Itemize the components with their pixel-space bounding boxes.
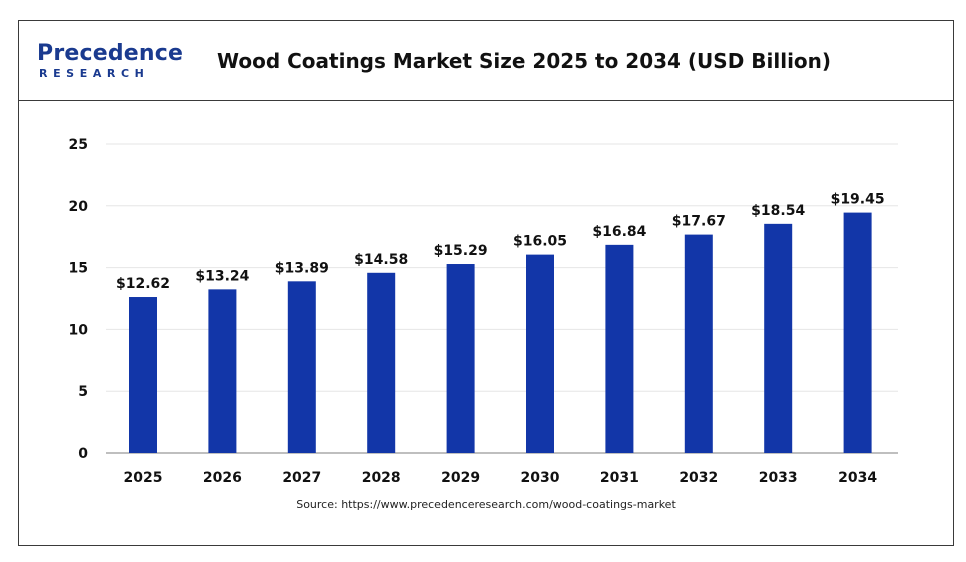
data-label: $13.89 xyxy=(275,260,329,276)
y-tick-label: 10 xyxy=(69,322,89,338)
y-tick-label: 15 xyxy=(69,261,88,277)
bar xyxy=(367,272,396,453)
y-tick-label: 25 xyxy=(69,137,88,153)
data-label: $14.58 xyxy=(354,252,408,268)
x-tick-label: 2030 xyxy=(521,470,560,486)
precedence-research-logo: Precedence RESEARCH xyxy=(37,41,183,85)
bar xyxy=(605,244,634,453)
y-tick-label: 20 xyxy=(69,199,89,215)
bar xyxy=(287,281,316,453)
bar xyxy=(446,264,475,453)
chart-frame: Precedence RESEARCH Wood Coatings Market… xyxy=(18,20,954,546)
y-tick-label: 5 xyxy=(78,384,88,400)
bar xyxy=(764,223,793,453)
x-tick-label: 2025 xyxy=(124,470,163,486)
bar xyxy=(684,234,713,453)
bar xyxy=(843,212,872,453)
data-label: $18.54 xyxy=(751,203,805,219)
logo-subtitle: RESEARCH xyxy=(39,67,150,80)
x-tick-label: 2034 xyxy=(838,470,877,486)
bar xyxy=(526,254,554,453)
x-tick-label: 2027 xyxy=(282,470,321,486)
x-tick-label: 2026 xyxy=(203,470,242,486)
data-label: $16.05 xyxy=(513,234,567,250)
logo-wordmark: Precedence xyxy=(37,41,184,66)
data-label: $16.84 xyxy=(592,224,646,240)
x-tick-label: 2028 xyxy=(362,470,401,486)
data-label: $15.29 xyxy=(434,243,488,259)
data-label: $12.62 xyxy=(116,276,170,292)
y-tick-label: 0 xyxy=(78,446,88,462)
x-tick-label: 2031 xyxy=(600,470,639,486)
bar xyxy=(129,297,157,453)
x-tick-label: 2029 xyxy=(441,470,480,486)
data-label: $19.45 xyxy=(831,192,885,208)
x-tick-label: 2032 xyxy=(679,470,718,486)
chart-title: Wood Coatings Market Size 2025 to 2034 (… xyxy=(217,49,832,73)
source-note: Source: https://www.precedenceresearch.c… xyxy=(296,498,676,511)
x-tick-label: 2033 xyxy=(759,470,798,486)
chart-header: Precedence RESEARCH Wood Coatings Market… xyxy=(19,21,953,101)
bar xyxy=(208,289,237,453)
data-label: $17.67 xyxy=(672,214,726,230)
data-label: $13.24 xyxy=(195,268,249,284)
